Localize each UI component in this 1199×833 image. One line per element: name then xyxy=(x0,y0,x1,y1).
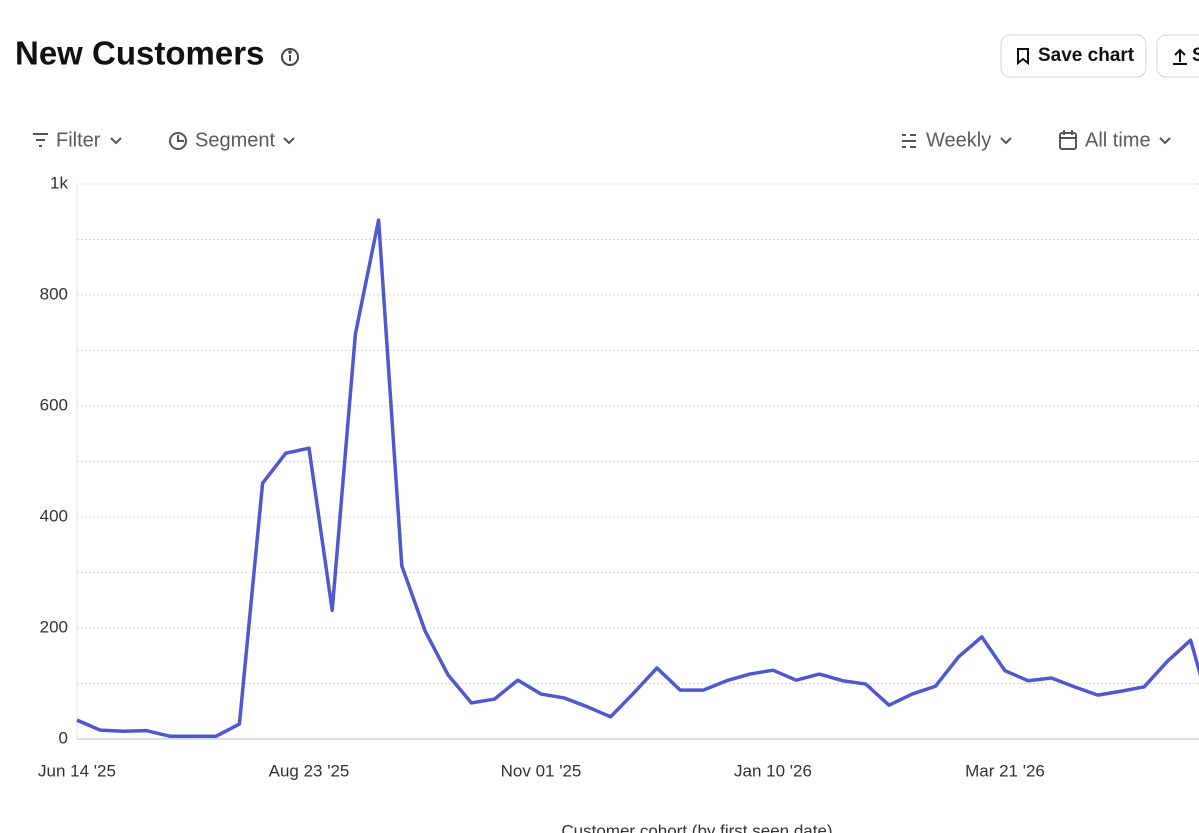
interval-label: Weekly xyxy=(926,129,991,151)
range-control[interactable]: All time xyxy=(1059,129,1171,151)
x-tick-label: Mar 21 '26 xyxy=(965,761,1045,780)
x-axis-title: Customer cohort (by first seen date) xyxy=(561,821,832,833)
share-button[interactable]: S xyxy=(1156,34,1199,78)
segment-control[interactable]: Segment xyxy=(169,129,295,151)
x-tick-label: Aug 23 '25 xyxy=(269,761,350,780)
button-label: S xyxy=(1192,45,1199,66)
segment-label: Segment xyxy=(195,129,275,151)
range-label: All time xyxy=(1085,129,1151,151)
x-tick-label: Jan 10 '26 xyxy=(734,761,812,780)
filter-control[interactable]: Filter xyxy=(33,129,122,151)
chart-title: New Customers xyxy=(15,35,264,72)
y-tick-label: 200 xyxy=(40,617,68,636)
info-icon[interactable] xyxy=(281,48,299,66)
x-tick-label: Nov 01 '25 xyxy=(501,761,582,780)
y-tick-label: 800 xyxy=(40,284,68,303)
interval-control[interactable]: Weekly xyxy=(902,129,1012,151)
x-tick-label: Jun 14 '25 xyxy=(38,761,116,780)
y-tick-label: 400 xyxy=(40,506,68,525)
filter-label: Filter xyxy=(56,129,101,151)
button-label: Save chart xyxy=(1038,45,1135,66)
y-tick-label: 1k xyxy=(50,173,68,192)
y-tick-label: 600 xyxy=(40,395,68,414)
y-tick-label: 0 xyxy=(59,728,68,747)
line xyxy=(76,218,1199,738)
save-chart-button[interactable]: Save chart xyxy=(1000,34,1147,78)
